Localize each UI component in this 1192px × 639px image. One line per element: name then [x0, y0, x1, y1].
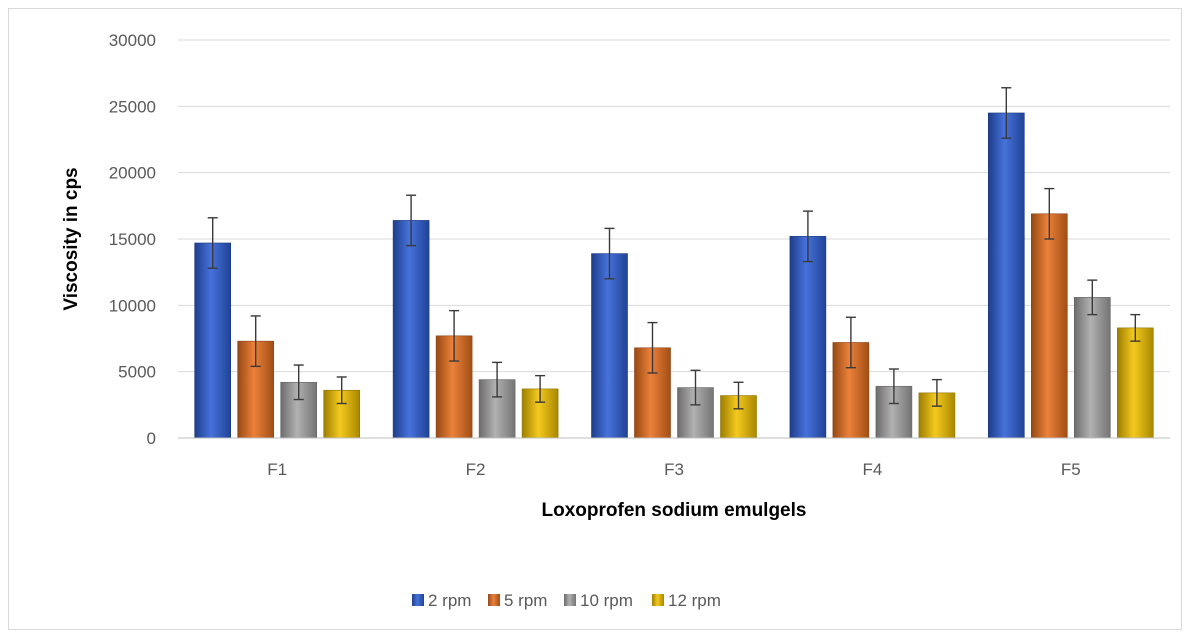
bar-f5-10-rpm: [1074, 297, 1111, 439]
error-bar: [1001, 87, 1012, 139]
error-bar: [492, 361, 503, 398]
bar-f5-5-rpm: [1031, 213, 1068, 439]
bar-f4-2-rpm: [789, 236, 827, 439]
x-tick-label: F4: [862, 460, 882, 479]
x-tick-label: F2: [466, 460, 486, 479]
bar-f5-12-rpm: [1117, 327, 1154, 439]
x-axis-tick-labels: F1 F2 F3 F4 F5: [267, 460, 1080, 479]
legend-item: 12 rpm: [652, 591, 721, 610]
legend-swatch: [564, 594, 576, 606]
bar-f2-2-rpm: [392, 220, 430, 439]
legend-swatch: [652, 594, 664, 606]
y-tick-label: 15000: [109, 230, 156, 249]
legend-label: 12 rpm: [668, 591, 721, 610]
x-axis-title: Loxoprofen sodium emulgels: [542, 500, 807, 521]
legend-swatch: [412, 594, 424, 606]
error-bar: [449, 309, 460, 362]
bar-f5-2-rpm: [987, 112, 1025, 439]
error-bar: [845, 316, 856, 369]
y-tick-label: 0: [147, 429, 156, 448]
y-tick-label: 30000: [109, 31, 156, 50]
y-tick-label: 10000: [109, 296, 156, 315]
error-bar: [647, 321, 658, 374]
y-tick-label: 20000: [109, 164, 156, 183]
y-tick-label: 25000: [109, 97, 156, 116]
legend: 2 rpm 5 rpm 10 rpm 12 rpm: [412, 591, 721, 610]
error-bar: [802, 210, 813, 263]
error-bar: [733, 381, 744, 410]
bars: [194, 112, 1154, 439]
error-bar: [888, 368, 899, 405]
error-bar: [931, 378, 942, 407]
legend-label: 5 rpm: [504, 591, 547, 610]
error-bar: [250, 315, 261, 368]
y-tick-label: 5000: [118, 363, 156, 382]
error-bar: [690, 369, 701, 406]
legend-label: 2 rpm: [428, 591, 471, 610]
error-bar: [336, 376, 347, 405]
error-bar: [535, 374, 546, 403]
legend-item: 2 rpm: [412, 591, 471, 610]
legend-item: 5 rpm: [488, 591, 547, 610]
error-bar: [293, 364, 304, 401]
y-axis-tick-labels: 0 5000 10000 15000 20000 25000 30000: [109, 31, 156, 448]
y-axis-title: Viscosity in cps: [61, 167, 82, 310]
x-tick-label: F3: [664, 460, 684, 479]
x-tick-label: F5: [1061, 460, 1081, 479]
error-bar: [1130, 313, 1141, 342]
error-bar: [406, 194, 417, 247]
x-tick-label: F1: [267, 460, 287, 479]
error-bar: [604, 227, 615, 280]
bar-f3-2-rpm: [591, 253, 628, 439]
bar-f1-2-rpm: [194, 242, 231, 439]
legend-swatch: [488, 594, 500, 606]
error-bar: [207, 217, 218, 269]
error-bar: [1087, 279, 1098, 316]
legend-item: 10 rpm: [564, 591, 633, 610]
error-bars: [207, 87, 1141, 410]
error-bar: [1044, 187, 1055, 240]
legend-label: 10 rpm: [580, 591, 633, 610]
